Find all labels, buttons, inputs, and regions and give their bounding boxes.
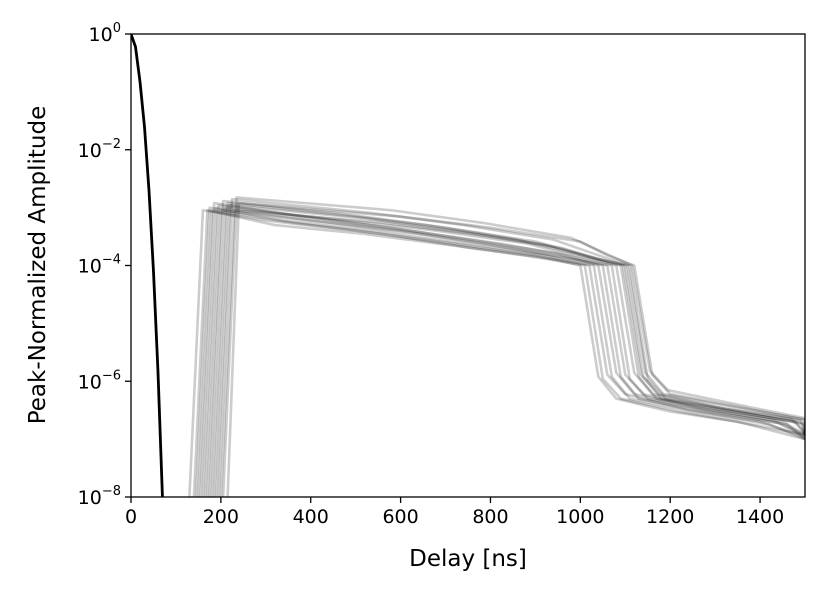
series-line-12 [215,203,805,497]
x-axis-label: Delay [ns] [409,546,527,572]
series-line-6 [201,206,805,497]
x-tick-label: 600 [382,506,418,528]
x-tick-label: 1200 [646,506,694,528]
x-tick-label: 200 [203,506,239,528]
main-series-layer [131,34,164,497]
series-line-13 [217,197,805,497]
main-series-line [131,34,164,497]
series-line-14 [219,208,805,497]
series-line-3 [194,206,805,497]
series-line-8 [206,208,805,497]
y-tick-label: 10−6 [78,368,121,393]
y-tick-label: 10−8 [78,484,121,509]
x-axis: 0 200 400 600 800 1000 1200 1400 [125,497,784,528]
y-axis-label: Peak-Normalized Amplitude [25,106,51,425]
y-tick-label: 100 [89,21,121,46]
series-line-5 [199,201,805,497]
series-line-10 [210,206,805,497]
x-tick-label: 1000 [556,506,604,528]
y-tick-label: 10−4 [78,253,121,278]
series-line-7 [203,203,805,497]
series-line-16 [226,201,805,497]
series-line-15 [221,196,805,497]
series-line-2 [192,208,805,497]
y-tick-label: 10−2 [78,137,121,162]
series-layer [188,196,805,497]
y-axis: 100 10−2 10−4 10−6 10−8 [78,21,131,509]
series-line-11 [212,201,805,497]
x-tick-label: 1400 [736,506,784,528]
x-tick-label: 0 [125,506,137,528]
series-line-1 [188,208,805,497]
series-line-9 [208,199,805,497]
x-tick-label: 800 [472,506,508,528]
x-tick-label: 400 [293,506,329,528]
series-line-4 [197,208,805,497]
